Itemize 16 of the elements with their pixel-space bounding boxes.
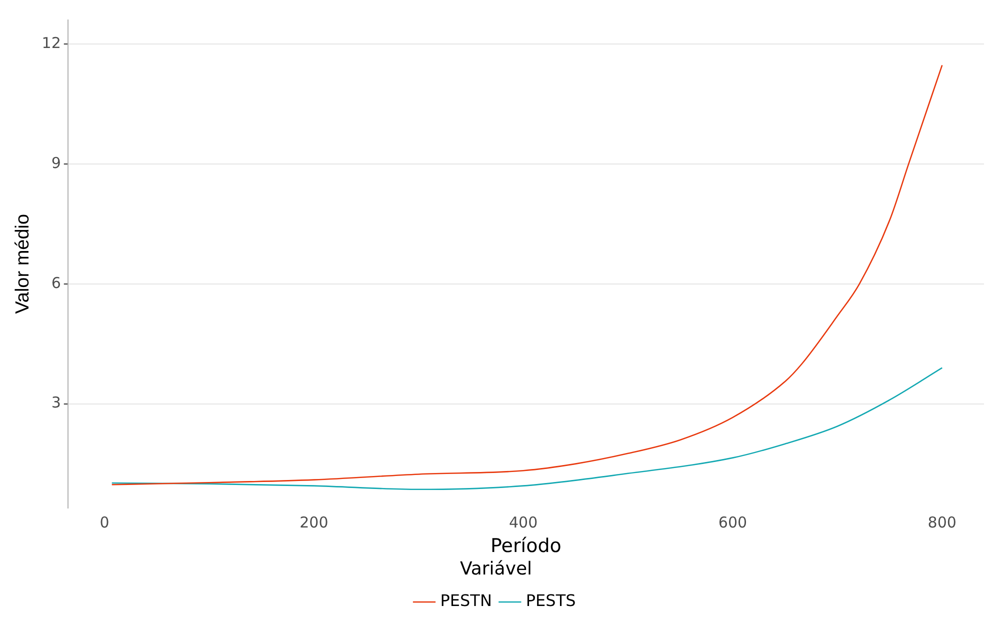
x-tick-label: 200 (300, 514, 328, 532)
y-axis-title: Valor médio (12, 214, 34, 314)
legend-title: Variável (460, 558, 532, 580)
y-tick-label: 6 (51, 274, 61, 292)
y-tick-label: 9 (51, 154, 61, 172)
line-series (111, 367, 943, 490)
x-tick-label: 0 (100, 514, 110, 532)
x-axis-title: Período (490, 535, 562, 558)
legend-label: PESTS (526, 591, 576, 610)
x-tick-label: 400 (509, 514, 538, 532)
x-tick-label: 600 (718, 514, 748, 532)
y-tick-label: 3 (51, 394, 61, 412)
y-tick-label: 12 (42, 34, 61, 52)
x-tick-label: 800 (928, 514, 956, 532)
line-series (111, 64, 943, 486)
legend-label: PESTN (440, 591, 492, 610)
